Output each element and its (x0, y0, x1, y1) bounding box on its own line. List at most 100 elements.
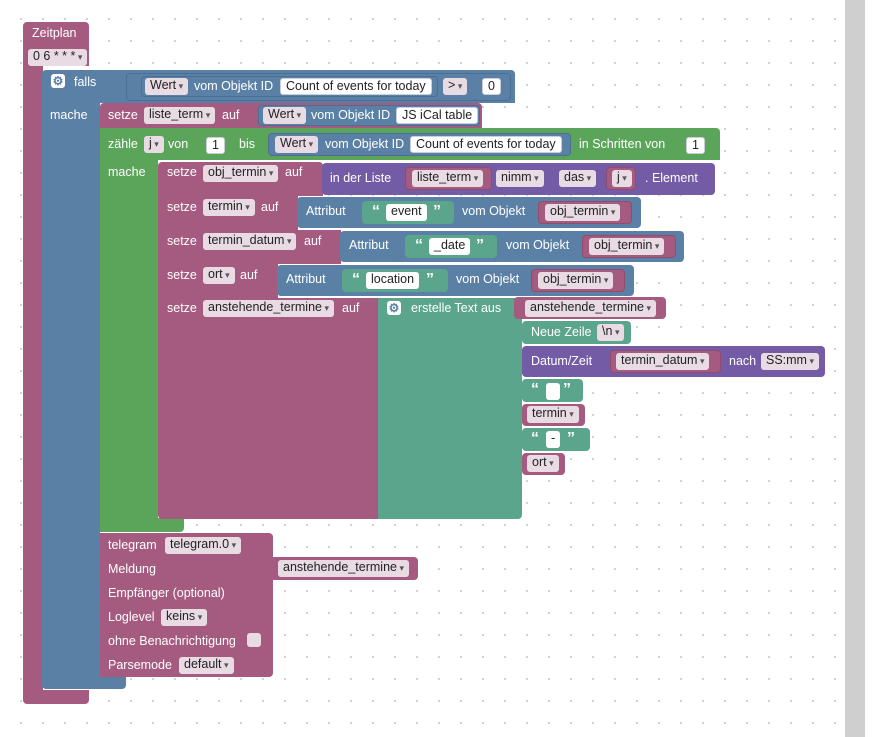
loop-do-label: mache (108, 165, 146, 179)
format-dropdown[interactable]: SS:mm (761, 353, 820, 370)
close-quote-icon: ” (567, 430, 575, 447)
datetime-label: Datum/Zeit (531, 354, 593, 368)
obj-var-dropdown[interactable]: obj_termin (538, 272, 614, 289)
termin-var-dropdown[interactable]: termin (527, 406, 579, 423)
set-obj-label: setze (167, 165, 197, 179)
attr-event-field[interactable]: event (386, 204, 427, 221)
parsemode-label: Parsemode (108, 658, 172, 672)
loop-object-id[interactable]: Count of events for today (410, 136, 562, 153)
text-item-var-dropdown[interactable]: anstehende_termine (525, 300, 657, 317)
ort-var-dropdown[interactable]: ort (527, 455, 559, 472)
silent-checkbox[interactable] (247, 633, 261, 647)
attr-label: Attribut (306, 204, 346, 218)
list-var-dropdown[interactable]: liste_term (412, 170, 484, 187)
newline-label: Neue Zeile (531, 325, 592, 339)
create-text-label: erstelle Text aus (411, 301, 502, 315)
in-list-label: in der Liste (330, 171, 392, 185)
set-ort-var-dropdown[interactable]: ort (203, 267, 235, 284)
from-obj-label: vom Objekt (462, 204, 526, 218)
gear-icon[interactable]: ⚙ (387, 301, 401, 315)
if-label: falls (74, 75, 97, 89)
telegram-block[interactable] (100, 533, 273, 677)
obj-var-dropdown[interactable]: obj_termin (545, 204, 621, 221)
if-block-body (42, 126, 100, 686)
set-datum-var-dropdown[interactable]: termin_datum (203, 233, 297, 250)
gear-icon[interactable]: ⚙ (51, 74, 65, 88)
schedule-cron-field[interactable]: 0 6 * * * (28, 49, 88, 66)
value-field-dropdown[interactable]: Wert (145, 78, 189, 95)
close-quote-icon: ” (476, 237, 484, 254)
obj-var-dropdown[interactable]: obj_termin (589, 238, 665, 255)
recipient-label: Empfänger (optional) (108, 586, 225, 600)
table-value-dropdown[interactable]: Wert (263, 107, 307, 124)
schedule-block-side (23, 60, 43, 700)
empty-text-field[interactable] (546, 383, 560, 400)
then-label: mache (50, 108, 88, 122)
open-quote-icon: “ (415, 237, 423, 254)
set-ort-label: setze (167, 268, 197, 282)
attr-datum-label: Attribut (349, 238, 389, 252)
set-datum-label: setze (167, 234, 197, 248)
close-quote-icon: ” (426, 271, 434, 288)
set-anst-var-dropdown[interactable]: anstehende_termine (203, 300, 335, 317)
loop-var-dropdown[interactable]: j (144, 136, 164, 153)
index-var-dropdown[interactable]: j (612, 170, 632, 187)
telegram-instance-dropdown[interactable]: telegram.0 (165, 537, 242, 554)
newline-dropdown[interactable]: \n (597, 324, 625, 341)
if-block-side (42, 100, 100, 126)
loglevel-label: Loglevel (108, 610, 155, 624)
object-id-label: vom Objekt ID (194, 79, 274, 93)
step-value-field[interactable]: 1 (686, 137, 705, 154)
object-id-field[interactable]: Count of events for today (280, 78, 432, 95)
table-object-id[interactable]: JS iCal table (396, 107, 479, 124)
set-termin-var-dropdown[interactable]: termin (203, 199, 255, 216)
set-obj-to: auf (285, 165, 303, 179)
loglevel-dropdown[interactable]: keins (161, 609, 208, 626)
loop-value-dropdown[interactable]: Wert (275, 136, 319, 153)
attr-ort-label: Attribut (286, 272, 326, 286)
attr-date-field[interactable]: _date (429, 238, 471, 255)
set-obj-var-dropdown[interactable]: obj_termin (203, 165, 279, 182)
message-label: Meldung (108, 562, 156, 576)
create-text-block[interactable] (378, 298, 522, 519)
attr-location-field[interactable]: location (366, 272, 420, 289)
after-label: nach (729, 354, 757, 368)
message-var-dropdown[interactable]: anstehende_termine (278, 560, 410, 577)
step-label: in Schritten von (579, 137, 666, 151)
schedule-block-bottom (23, 690, 89, 704)
if-block-bottom (42, 676, 126, 689)
open-quote-icon: “ (531, 430, 539, 447)
telegram-label: telegram (108, 538, 157, 552)
set-termin-label: setze (167, 200, 197, 214)
set-label: setze (108, 108, 138, 122)
operator-dropdown[interactable]: > (443, 78, 468, 95)
blockly-workspace[interactable]: Zeitplan 0 6 * * * ⚙ falls mache Wert vo… (0, 0, 845, 737)
from-obj-label: vom Objekt (506, 238, 570, 252)
datetime-var-dropdown[interactable]: termin_datum (616, 353, 710, 370)
set-anst-block[interactable] (158, 298, 378, 519)
list-mode-dropdown[interactable]: nimm (496, 170, 544, 187)
from-label: von (168, 137, 189, 151)
open-quote-icon: “ (352, 271, 360, 288)
set-termin-to: auf (261, 200, 279, 214)
loop-label: zähle (108, 137, 138, 151)
parsemode-dropdown[interactable]: default (179, 657, 234, 674)
from-value-field[interactable]: 1 (206, 137, 225, 154)
loop-block-side (100, 160, 158, 530)
set-anst-to: auf (342, 301, 360, 315)
compare-value-field[interactable]: 0 (482, 78, 501, 95)
from-obj-label: vom Objekt (456, 272, 520, 286)
set-list-var-dropdown[interactable]: liste_term (144, 107, 216, 124)
list-which-dropdown[interactable]: das (559, 170, 597, 187)
set-datum-to: auf (304, 234, 322, 248)
close-quote-icon: ” (563, 381, 571, 398)
set-ort-to: auf (240, 268, 258, 282)
vertical-scrollbar[interactable] (845, 0, 873, 737)
schedule-label: Zeitplan (32, 26, 77, 40)
set-anst-label: setze (167, 301, 197, 315)
close-quote-icon: ” (433, 203, 441, 220)
dash-text-field[interactable]: - (546, 431, 561, 448)
to-label: auf (222, 108, 240, 122)
loop-object-label: vom Objekt ID (325, 137, 405, 151)
element-label: . Element (645, 171, 698, 185)
